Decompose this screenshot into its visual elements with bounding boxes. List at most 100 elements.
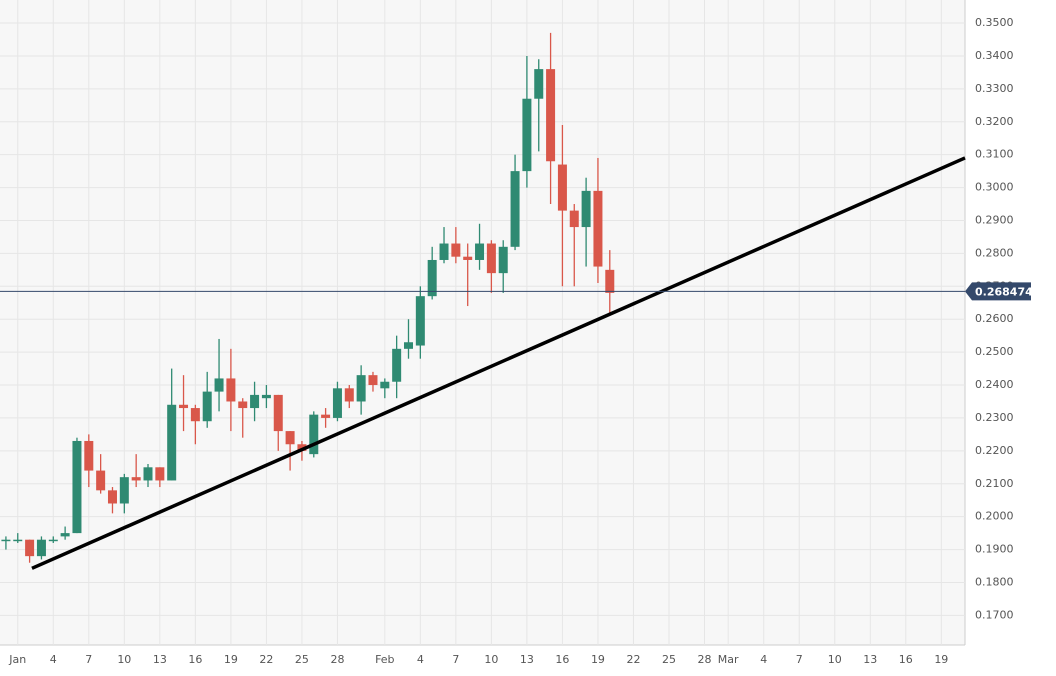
- x-tick-label: 25: [295, 653, 309, 666]
- x-tick-label: Feb: [375, 653, 394, 666]
- x-tick-label: 16: [555, 653, 569, 666]
- candle-body: [131, 477, 141, 481]
- candle-body: [190, 408, 200, 422]
- candle-body: [84, 440, 94, 471]
- x-tick-label: 19: [224, 653, 238, 666]
- y-tick-label: 0.2600: [975, 312, 1014, 325]
- y-tick-label: 0.2900: [975, 213, 1014, 226]
- candle-body: [285, 431, 295, 445]
- x-tick-label: 10: [828, 653, 842, 666]
- x-tick-label: 16: [188, 653, 202, 666]
- candle-body: [380, 381, 390, 389]
- y-tick-label: 0.3500: [975, 16, 1014, 29]
- y-tick-label: 0.3200: [975, 115, 1014, 128]
- x-tick-label: 10: [117, 653, 131, 666]
- candle-body: [415, 296, 425, 346]
- candle-body: [1, 539, 11, 542]
- candle-body: [451, 243, 461, 257]
- candle-body: [226, 378, 236, 402]
- last-price-label: 0.268474: [975, 285, 1033, 298]
- candle-body: [546, 69, 556, 162]
- last-price-tag: [965, 282, 1031, 301]
- candle-body: [593, 190, 603, 267]
- x-tick-label: 7: [452, 653, 459, 666]
- x-tick-label: 28: [698, 653, 712, 666]
- y-tick-label: 0.2100: [975, 477, 1014, 490]
- candle-body: [238, 401, 248, 409]
- candle-body: [72, 440, 82, 534]
- candle-body: [107, 490, 117, 504]
- candle-body: [214, 378, 224, 392]
- candle-body: [143, 467, 153, 481]
- y-tick-label: 0.2500: [975, 345, 1014, 358]
- candle-body: [498, 246, 508, 274]
- x-tick-label: 4: [50, 653, 57, 666]
- candle-body: [36, 539, 46, 557]
- candle-body: [25, 539, 35, 557]
- x-tick-label: 13: [863, 653, 877, 666]
- candle-body: [119, 477, 129, 504]
- candle-body: [569, 210, 579, 228]
- x-tick-label: 22: [259, 653, 273, 666]
- candle-body: [167, 404, 177, 481]
- candle-body: [522, 98, 532, 172]
- candle-body: [581, 190, 591, 228]
- candle-body: [332, 388, 342, 418]
- candle-body: [356, 375, 366, 402]
- x-tick-label: 7: [85, 653, 92, 666]
- y-tick-label: 0.1800: [975, 575, 1014, 588]
- x-tick-label: 7: [796, 653, 803, 666]
- y-tick-label: 0.3300: [975, 82, 1014, 95]
- x-tick-label: 16: [899, 653, 913, 666]
- y-tick-label: 0.2000: [975, 510, 1014, 523]
- x-tick-label: 25: [662, 653, 676, 666]
- candle-body: [403, 342, 413, 349]
- candle-body: [261, 394, 271, 399]
- candle-body: [475, 243, 485, 260]
- candle-body: [510, 171, 520, 247]
- x-tick-label: 10: [484, 653, 498, 666]
- candle-body: [344, 388, 354, 402]
- candle-body: [605, 269, 615, 293]
- x-tick-label: 28: [330, 653, 344, 666]
- y-tick-label: 0.2300: [975, 411, 1014, 424]
- candle-body: [557, 164, 567, 211]
- x-tick-label: 19: [591, 653, 605, 666]
- y-tick-label: 0.1700: [975, 608, 1014, 621]
- candle-body: [273, 394, 283, 432]
- y-tick-label: 0.3100: [975, 148, 1014, 161]
- candle-body: [155, 467, 165, 481]
- plot-area: [0, 0, 965, 645]
- candle-body: [368, 375, 378, 386]
- candle-body: [96, 470, 106, 491]
- y-tick-label: 0.2200: [975, 444, 1014, 457]
- candle-body: [392, 348, 402, 382]
- candle-body: [486, 243, 496, 274]
- candle-body: [60, 533, 70, 537]
- x-tick-label: 4: [417, 653, 424, 666]
- y-tick-label: 0.2800: [975, 246, 1014, 259]
- x-tick-label: 13: [520, 653, 534, 666]
- x-tick-label: 19: [934, 653, 948, 666]
- candle-body: [309, 414, 319, 455]
- candle-body: [13, 539, 23, 542]
- candle-body: [179, 404, 189, 409]
- candle-body: [250, 394, 260, 409]
- y-tick-label: 0.2400: [975, 378, 1014, 391]
- y-tick-label: 0.1900: [975, 543, 1014, 556]
- candle-body: [202, 391, 212, 422]
- candle-body: [427, 259, 437, 297]
- candle-body: [439, 243, 449, 260]
- y-tick-label: 0.3000: [975, 181, 1014, 194]
- x-tick-label: 13: [153, 653, 167, 666]
- candle-body: [48, 539, 58, 542]
- candle-body: [534, 69, 544, 99]
- x-tick-label: Jan: [8, 653, 26, 666]
- y-tick-label: 0.3400: [975, 49, 1014, 62]
- candle-body: [321, 414, 331, 418]
- candle-body: [297, 444, 307, 451]
- x-tick-label: Mar: [718, 653, 739, 666]
- x-tick-label: 22: [626, 653, 640, 666]
- x-tick-label: 4: [760, 653, 767, 666]
